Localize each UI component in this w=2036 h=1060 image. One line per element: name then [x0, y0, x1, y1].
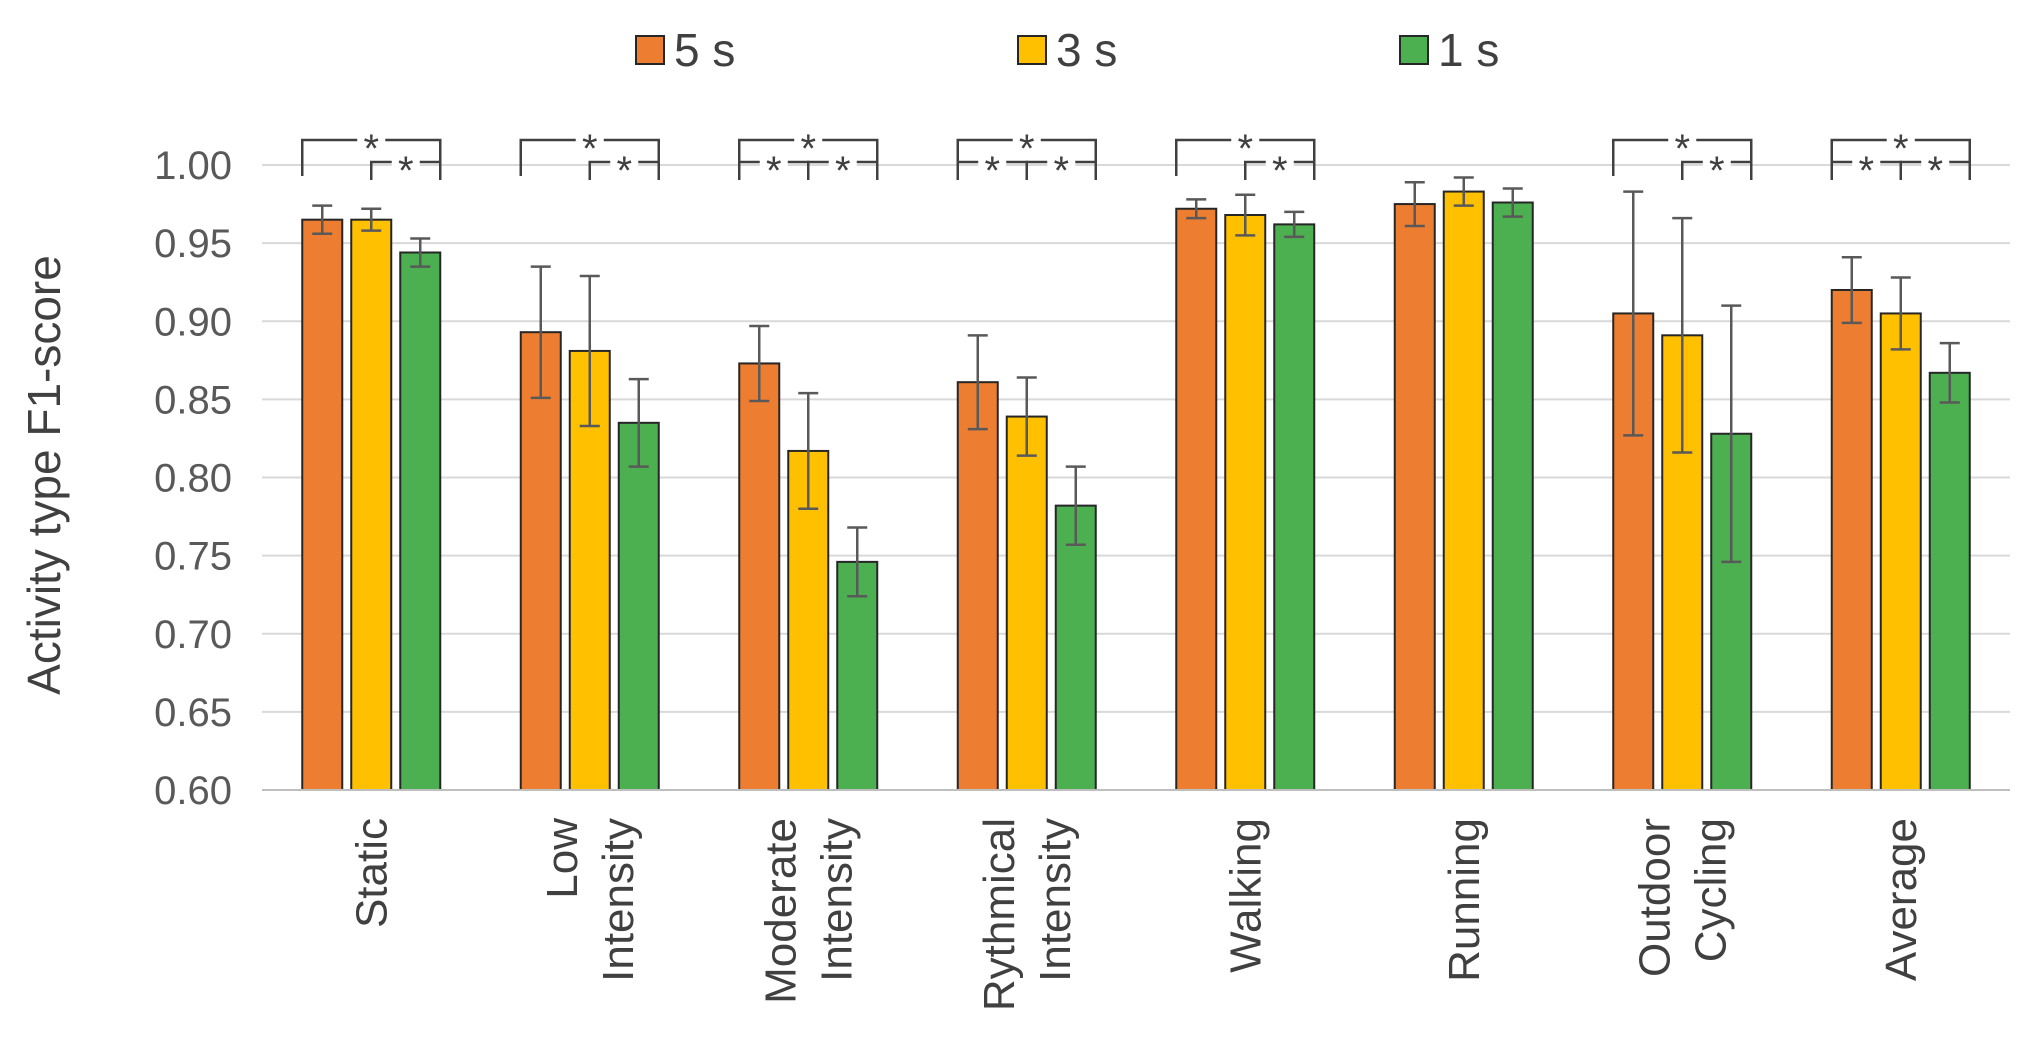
bar	[1879, 312, 1922, 791]
y-tick-label: 0.70	[154, 613, 232, 657]
significance-mark-bg	[1702, 146, 1731, 176]
significance-star: *	[984, 149, 1000, 193]
category-label: Rythmical	[975, 818, 1024, 1011]
significance-mark-bg	[391, 146, 420, 176]
y-tick-label: 0.90	[154, 300, 232, 344]
legend: 5 s 3 s 1 s	[635, 24, 1499, 76]
significance-star: *	[766, 149, 782, 193]
category-label: Cycling	[1686, 818, 1735, 962]
significance-star: *	[616, 149, 632, 193]
bar	[1928, 371, 1971, 791]
category-label: Moderate	[756, 818, 805, 1004]
y-tick-label: 0.85	[154, 378, 232, 422]
bar	[617, 421, 660, 791]
legend-label: 5 s	[674, 24, 735, 76]
bar	[399, 251, 442, 791]
legend-swatch	[1399, 35, 1429, 65]
bar	[519, 331, 562, 791]
significance-star: *	[1053, 149, 1069, 193]
y-tick-label: 0.60	[154, 769, 232, 813]
significance-brackets: * * * * * * * * * * * * * * * * *	[301, 124, 1971, 193]
significance-star: *	[1709, 149, 1725, 193]
legend-label: 1 s	[1438, 24, 1499, 76]
significance-mark-bg	[1921, 146, 1950, 176]
bar	[1393, 203, 1436, 791]
significance-star: *	[1674, 127, 1690, 171]
significance-mark-bg	[1047, 146, 1076, 176]
significance-mark-bg	[610, 146, 639, 176]
y-axis-title: Activity type F1-score	[18, 255, 70, 695]
legend-label: 3 s	[1056, 24, 1117, 76]
y-tick-label: 0.75	[154, 535, 232, 579]
bar	[956, 381, 999, 791]
significance-star: *	[1272, 149, 1288, 193]
significance-mark-bg	[794, 124, 823, 154]
x-axis-category-labels: Static Low Intensity Moderate Intensity Rythm…	[347, 818, 1926, 1011]
bar	[1491, 201, 1534, 791]
y-tick-label: 1.00	[154, 144, 232, 188]
significance-mark-bg	[1886, 124, 1915, 154]
significance-mark-bg	[1265, 146, 1294, 176]
y-axis-tick-labels: 0.60 0.65 0.70 0.75 0.80 0.85 0.90 0.95 1.00	[154, 144, 232, 813]
bar	[1005, 415, 1048, 791]
bar	[1054, 504, 1097, 791]
significance-mark-bg	[1012, 124, 1041, 154]
bar	[350, 218, 393, 791]
significance-star: *	[1858, 149, 1874, 193]
significance-star: *	[1927, 149, 1943, 193]
category-label: Average	[1877, 818, 1926, 981]
significance-star: *	[1237, 127, 1253, 171]
significance-star: *	[835, 149, 851, 193]
category-label: Outdoor	[1630, 818, 1679, 977]
bar	[1224, 214, 1267, 791]
significance-mark-bg	[1852, 146, 1881, 176]
y-tick-label: 0.95	[154, 222, 232, 266]
bar	[1830, 289, 1873, 791]
significance-star: *	[1019, 127, 1035, 171]
significance-mark-bg	[759, 146, 788, 176]
y-tick-label: 0.80	[154, 457, 232, 501]
bar	[738, 362, 781, 791]
significance-star: *	[363, 127, 379, 171]
category-label: Walking	[1221, 818, 1270, 973]
bar	[301, 218, 344, 791]
significance-star: *	[398, 149, 414, 193]
y-tick-label: 0.65	[154, 691, 232, 735]
legend-swatch	[1017, 35, 1047, 65]
significance-star: *	[582, 127, 598, 171]
category-label: Running	[1440, 818, 1489, 982]
bar	[1175, 207, 1218, 791]
error-bars	[312, 176, 1960, 598]
category-label: Static	[347, 818, 396, 928]
significance-mark-bg	[978, 146, 1007, 176]
legend-swatch	[635, 35, 665, 65]
significance-mark-bg	[1668, 124, 1697, 154]
significance-star: *	[800, 127, 816, 171]
category-label: Intensity	[594, 818, 643, 982]
significance-mark-bg	[828, 146, 857, 176]
bar	[1273, 223, 1316, 791]
category-label: Intensity	[1031, 818, 1080, 982]
bars	[262, 190, 2010, 791]
category-label: Intensity	[812, 818, 861, 982]
significance-star: *	[1893, 127, 1909, 171]
bar	[1442, 190, 1485, 791]
significance-mark-bg	[1231, 124, 1260, 154]
category-label: Low	[538, 818, 587, 899]
significance-mark-bg	[357, 124, 386, 154]
significance-mark-bg	[575, 124, 604, 154]
